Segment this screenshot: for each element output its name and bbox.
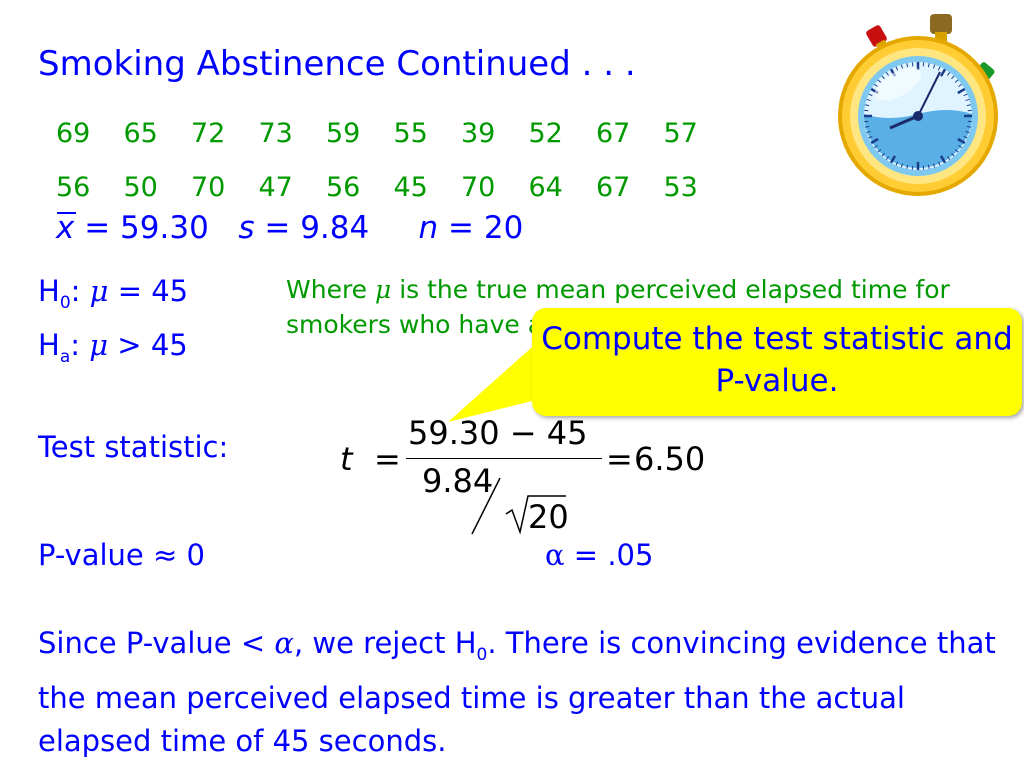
data-value: 67 xyxy=(596,172,631,203)
result-equals: = xyxy=(606,440,633,478)
n-value: = 20 xyxy=(438,210,524,246)
callout-text: Compute the test statistic and P-value. xyxy=(541,321,1013,399)
alternative-hypothesis: Ha: μ > 45 xyxy=(38,328,188,367)
data-value: 52 xyxy=(528,118,563,149)
data-value: 64 xyxy=(528,172,563,203)
data-value: 53 xyxy=(663,172,698,203)
xbar-value: = 59.30 xyxy=(74,210,209,246)
callout-box: Compute the test statistic and P-value. xyxy=(532,308,1022,416)
null-hypothesis: H0: μ = 45 xyxy=(38,274,189,313)
data-value: 47 xyxy=(258,172,293,203)
data-value: 73 xyxy=(258,118,293,149)
summary-statistics: x = 59.30 s = 9.84 n = 20 xyxy=(56,210,523,246)
data-value: 39 xyxy=(461,118,496,149)
data-value: 55 xyxy=(393,118,428,149)
data-value: 70 xyxy=(461,172,496,203)
data-value: 59 xyxy=(326,118,361,149)
t-symbol: t xyxy=(340,440,353,478)
data-value: 69 xyxy=(56,118,91,149)
numerator: 59.30 − 45 xyxy=(408,414,588,452)
fraction-slash xyxy=(471,477,566,535)
significance-level: α = .05 xyxy=(545,538,654,572)
test-statistic-formula: t = 59.30 − 45 9.84 20 = 6.50 xyxy=(330,412,730,542)
data-value: 65 xyxy=(123,118,158,149)
s-symbol: s xyxy=(238,210,255,246)
p-value: P-value ≈ 0 xyxy=(38,538,205,572)
xbar-symbol: x xyxy=(56,210,77,246)
test-statistic-label: Test statistic: xyxy=(38,430,229,464)
stopwatch-icon xyxy=(838,14,998,196)
t-result: 6.50 xyxy=(634,440,706,478)
n-symbol: n xyxy=(418,210,439,246)
data-value: 57 xyxy=(663,118,698,149)
data-value: 72 xyxy=(191,118,226,149)
denominator-n: 20 xyxy=(528,498,569,536)
denominator-s: 9.84 xyxy=(422,462,494,500)
equals-sign: = xyxy=(374,440,401,478)
slide-title: Smoking Abstinence Continued . . . xyxy=(38,44,636,84)
data-row-2: 56 50 70 47 56 45 70 64 67 53 xyxy=(56,172,731,203)
data-value: 70 xyxy=(191,172,226,203)
data-row-1: 69 65 72 73 59 55 39 52 67 57 xyxy=(56,118,731,149)
fraction-bar xyxy=(406,458,602,459)
s-value: = 9.84 xyxy=(254,210,370,246)
data-value: 67 xyxy=(596,118,631,149)
data-value: 50 xyxy=(123,172,158,203)
data-value: 45 xyxy=(393,172,428,203)
data-value: 56 xyxy=(56,172,91,203)
data-value: 56 xyxy=(326,172,361,203)
conclusion: Since P-value < α, we reject H0. There i… xyxy=(38,626,996,758)
